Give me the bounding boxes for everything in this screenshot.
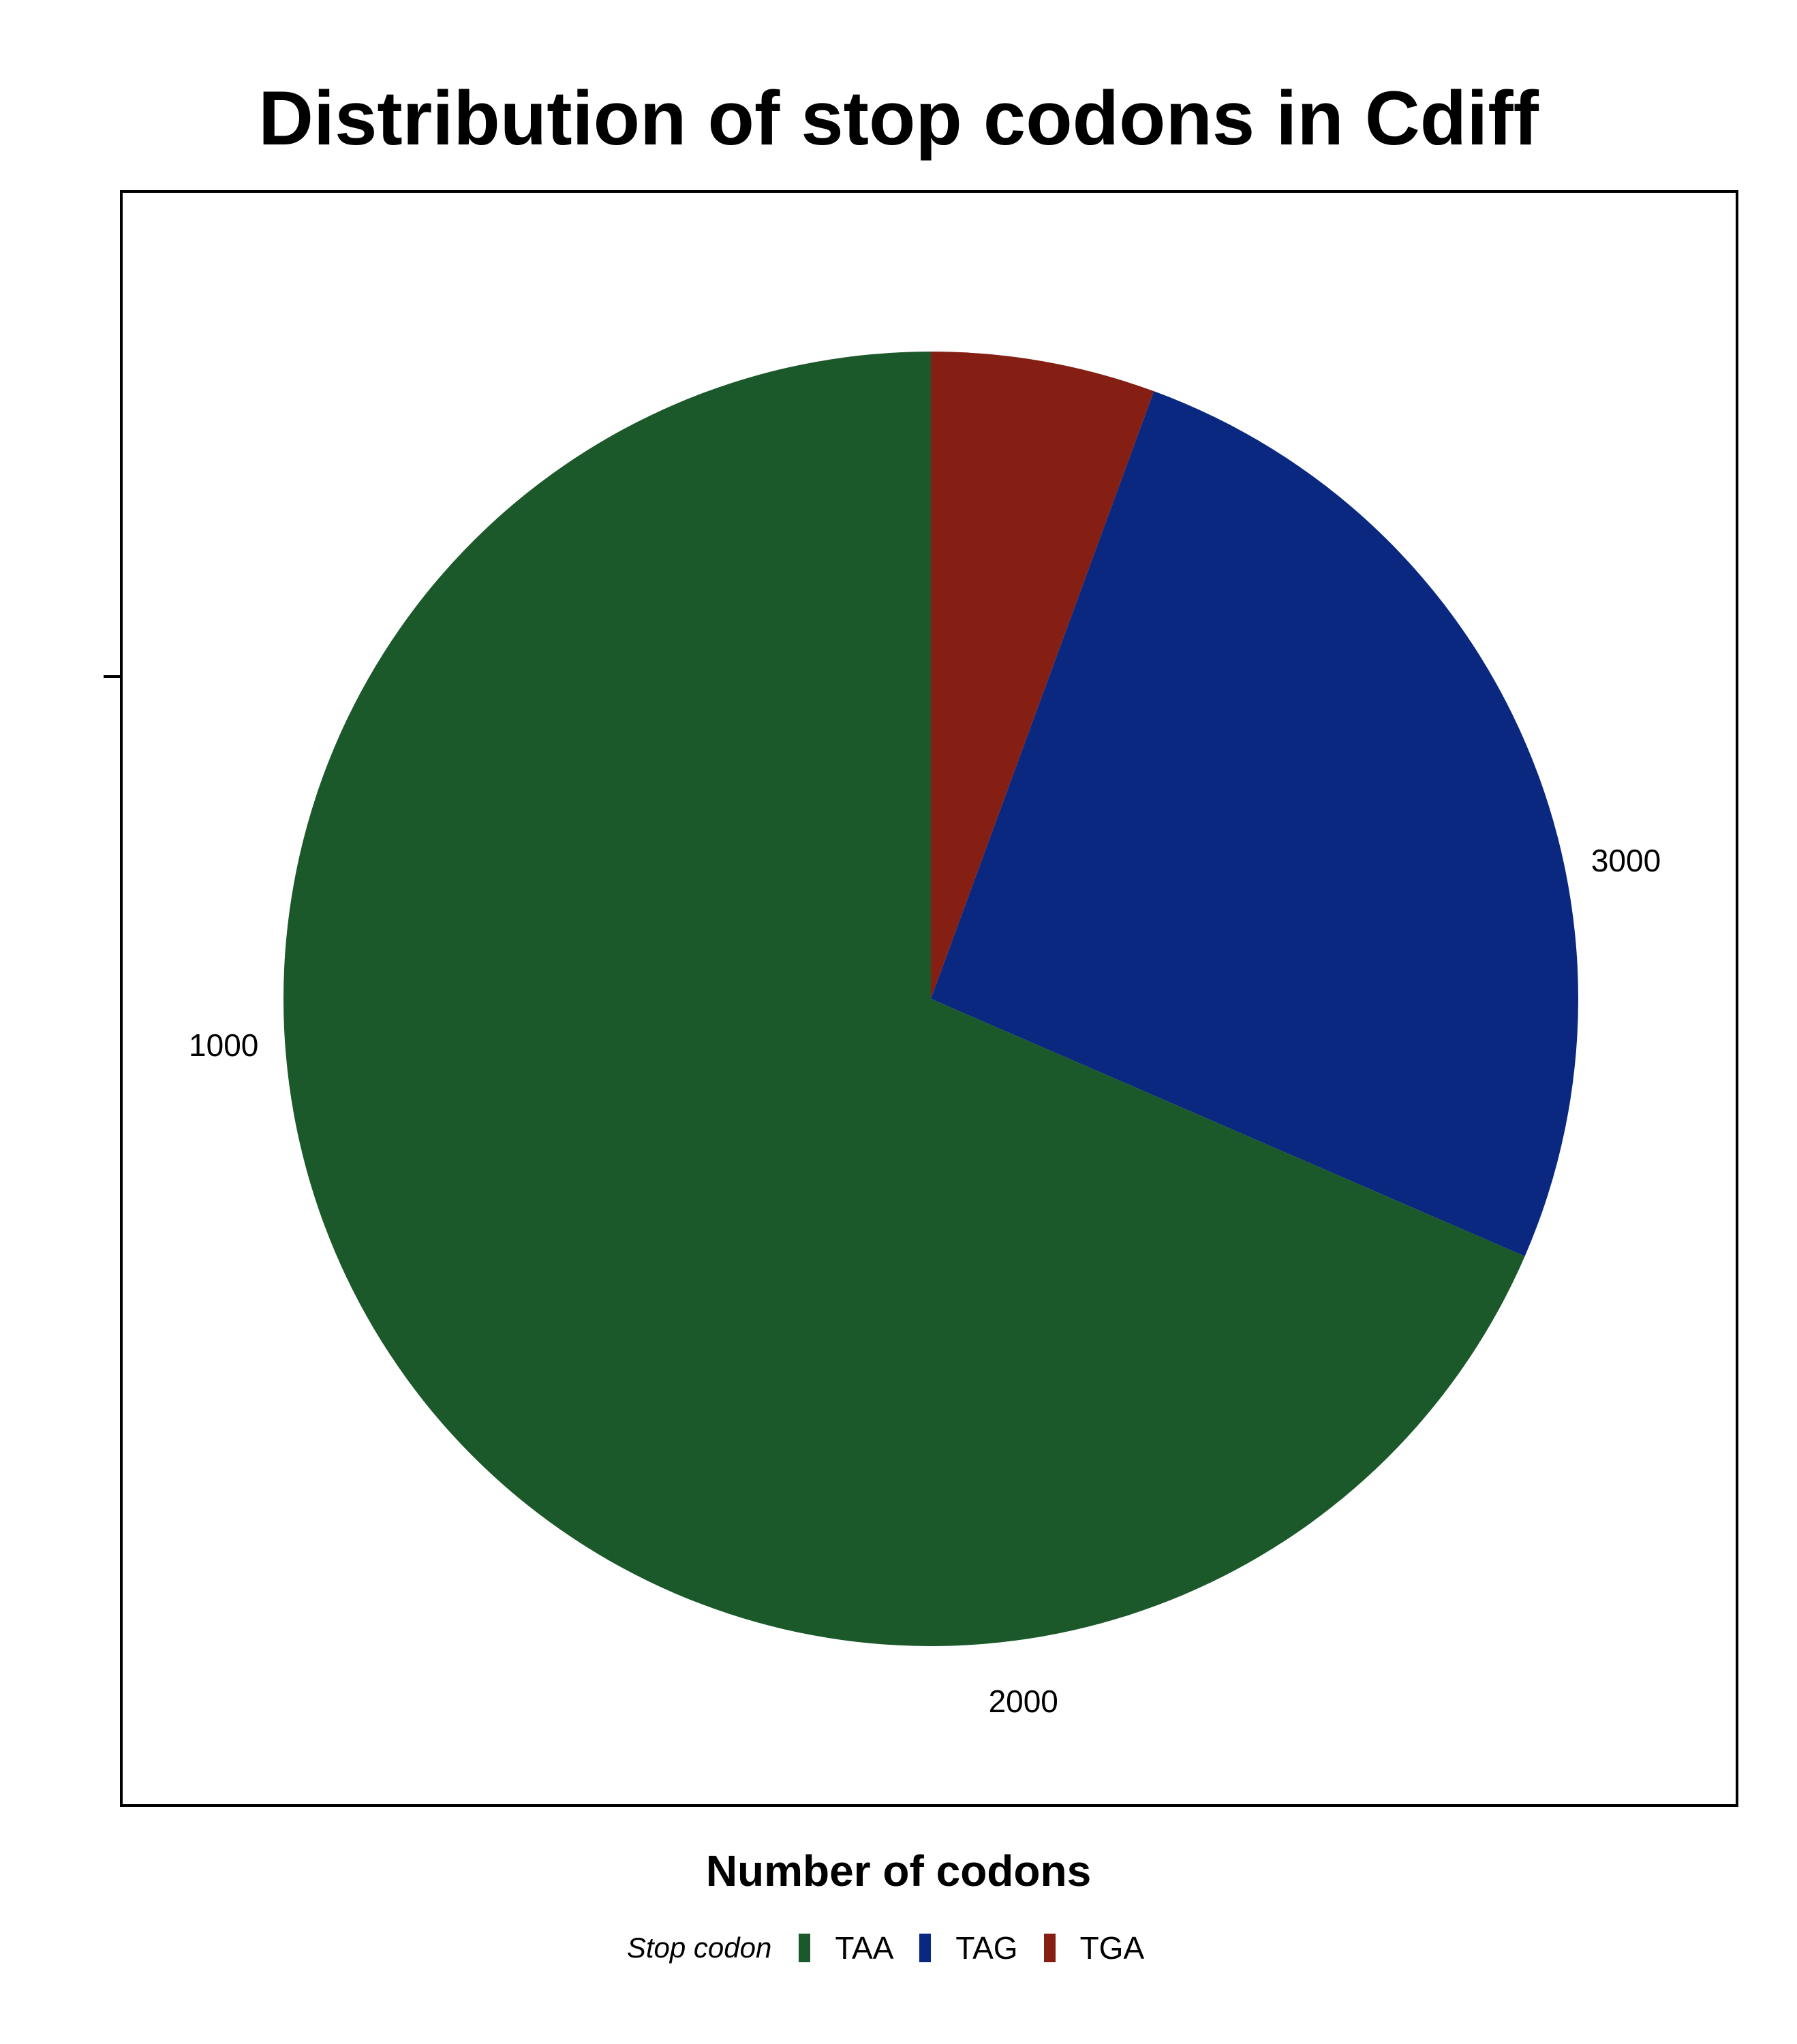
plot-panel-border — [120, 190, 1738, 1807]
x-axis-title: Number of codons — [705, 1846, 1092, 1895]
legend-label-tag: TAG — [955, 1930, 1018, 1966]
legend-key-taa — [799, 1934, 811, 1962]
legend-label-taa: TAA — [835, 1930, 894, 1966]
tick-label-1000: 1000 — [189, 1027, 258, 1063]
legend-item-taa: TAA — [799, 1932, 893, 1964]
legend-item-tag: TAG — [919, 1930, 1018, 1966]
legend-key-tag — [919, 1934, 932, 1962]
tick-labels: 3000 2000 1000 — [189, 843, 1661, 1719]
legend-label-tga: TGA — [1079, 1930, 1145, 1966]
legend-key-tga — [1043, 1934, 1056, 1962]
pie-slices — [283, 352, 1578, 1646]
legend-item-tga: TGA — [1043, 1930, 1145, 1966]
pie-slice-tga — [931, 352, 1154, 999]
legend-title: Stop codon — [626, 1932, 772, 1964]
pie-slice-tag — [931, 391, 1578, 1256]
tick-label-3000: 3000 — [1591, 843, 1661, 878]
tick-label-2000: 2000 — [989, 1684, 1058, 1719]
pie-slice-taa — [283, 352, 1525, 1646]
chart-title: Distribution of stop codons in Cdiff — [258, 76, 1539, 161]
legend: Stop codon TAA TAG TGA — [0, 1932, 1797, 1964]
